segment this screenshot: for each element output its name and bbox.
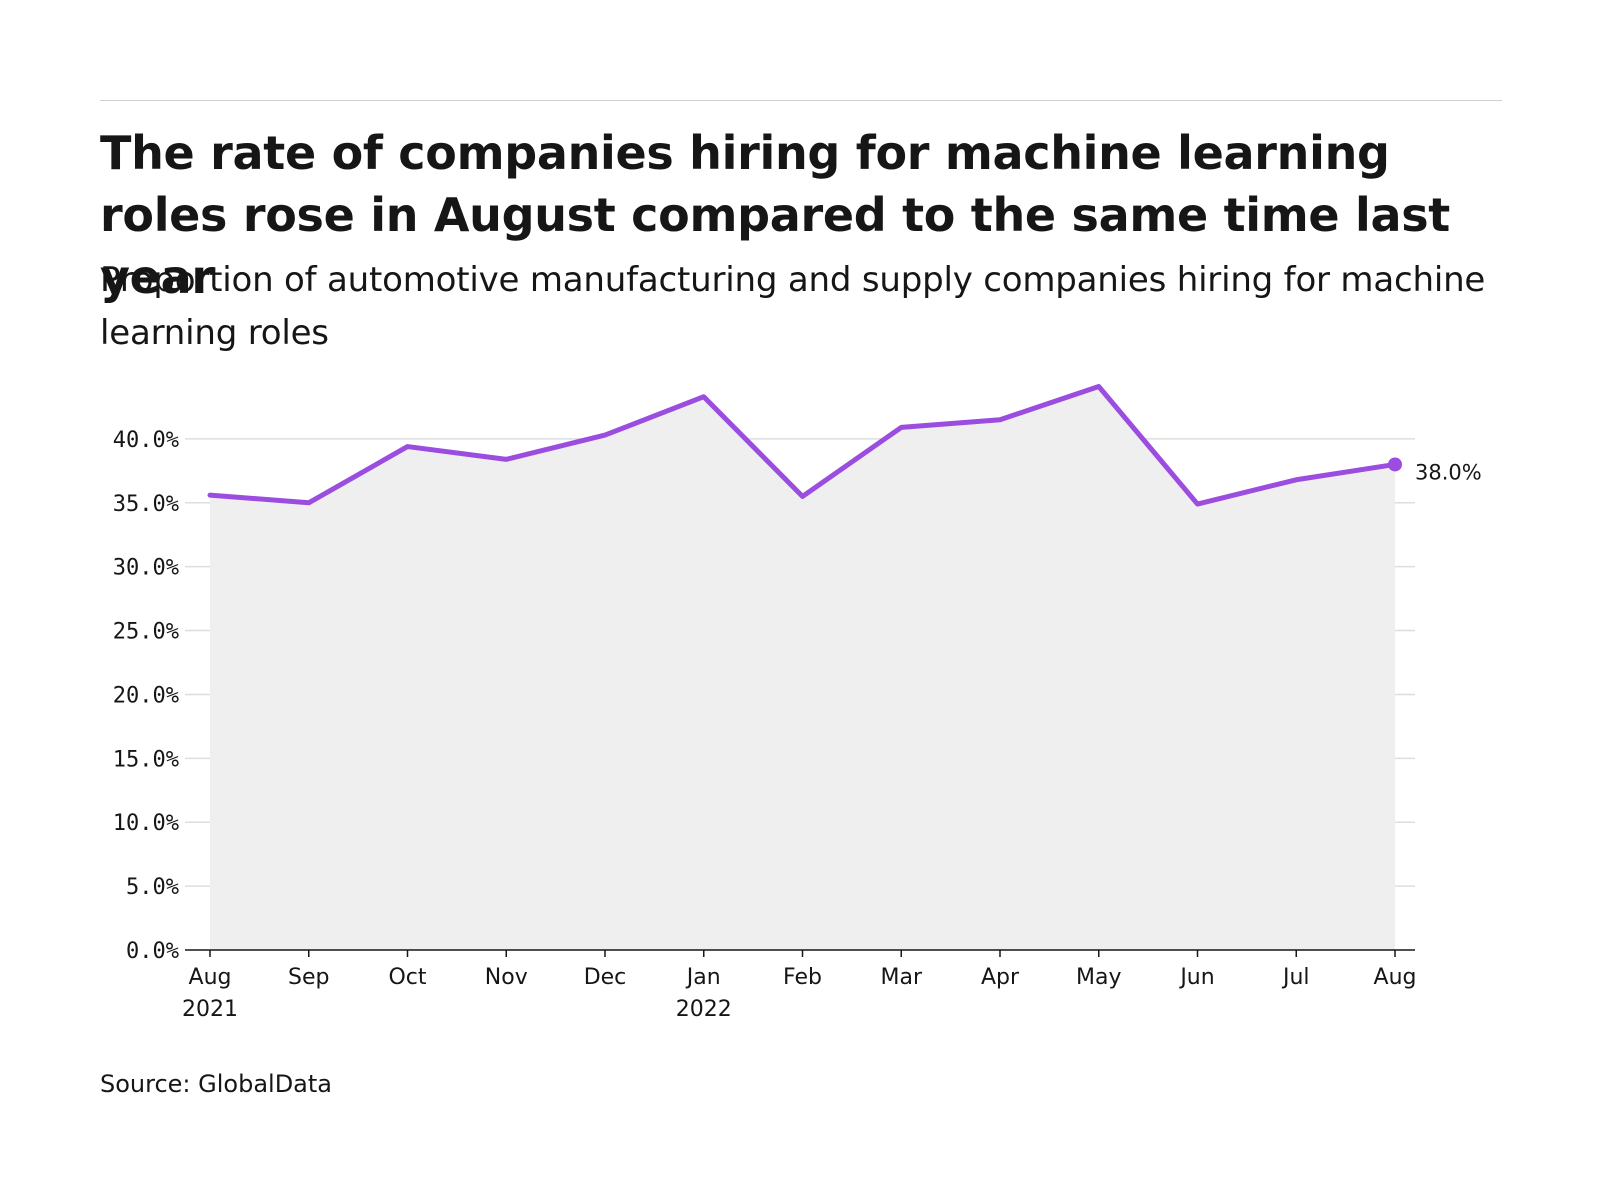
x-tick-label: Jun [1178,965,1214,990]
x-tick-label: May [1076,965,1121,990]
y-tick-label: 35.0% [113,492,179,517]
y-tick-label: 20.0% [113,683,179,708]
y-tick-label: 25.0% [113,620,179,645]
x-tick-label: Aug [1374,965,1417,990]
x-tick-label: Jan [685,965,721,990]
x-tick-label: Mar [880,965,922,990]
x-tick-label: Feb [783,965,822,990]
y-tick-label: 0.0% [126,939,179,964]
y-tick-label: 15.0% [113,747,179,772]
x-tick-label: Apr [981,965,1020,990]
chart-title: The rate of companies hiring for machine… [100,126,1450,304]
y-tick-label: 40.0% [113,428,179,453]
y-axis-ticks: 0.0% 5.0% 10.0% 15.0% 20.0% 25.0% 30.0% 35.0% 40… [113,428,179,964]
end-value-label: 38.0% [1415,460,1482,484]
x-tick-label: Jul [1281,965,1310,990]
chart-subtitle: Proportion of automotive manufacturing a… [100,260,1486,353]
x-tick-label: Dec [584,965,627,990]
x-tick-label: Aug [189,965,232,990]
x-axis [185,949,1415,957]
x-tick-label: Sep [288,965,329,990]
x-tick-label: Nov [485,965,528,990]
x-axis-ticks: Aug 2021 Sep Oct Nov Dec Jan 2022 Feb Mar Apr May Ju… [182,965,1416,1022]
x-tick-label: Oct [388,965,426,990]
y-tick-label: 10.0% [113,811,179,836]
y-tick-label: 5.0% [126,875,179,900]
x-tick-year-label: 2022 [676,997,732,1022]
end-point-marker [1388,457,1402,472]
top-divider [100,100,1502,101]
area-fill [210,386,1395,950]
source-note: Source: GlobalData [100,1070,333,1098]
series-line [207,384,1398,507]
x-tick-year-label: 2021 [182,997,238,1022]
y-tick-label: 30.0% [113,556,179,581]
